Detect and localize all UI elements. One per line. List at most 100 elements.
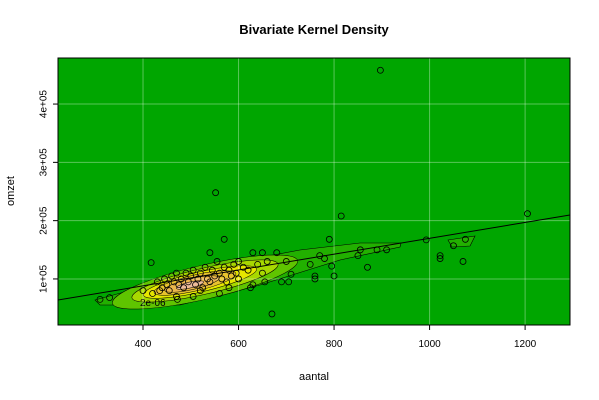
- data-point: [364, 263, 371, 271]
- data-point: [278, 278, 285, 286]
- data-point: [168, 272, 176, 280]
- data-point: [235, 275, 242, 283]
- data-point: [216, 269, 223, 277]
- data-point: [106, 294, 113, 302]
- data-point: [436, 255, 444, 262]
- data-point: [261, 278, 269, 286]
- data-point: [173, 269, 180, 277]
- data-point: [263, 258, 271, 265]
- data-point: [235, 258, 242, 265]
- data-point: [220, 235, 228, 243]
- data-point: [211, 272, 219, 280]
- plot-background: [58, 58, 570, 325]
- data-point: [174, 295, 181, 303]
- data-point: [254, 260, 262, 268]
- data-point: [163, 281, 171, 289]
- data-point: [306, 260, 314, 268]
- data-point: [287, 270, 295, 278]
- data-point: [206, 278, 214, 286]
- data-point: [206, 249, 214, 257]
- data-point: [321, 255, 328, 262]
- x-tick-label: 1000: [418, 339, 441, 350]
- data-point: [232, 269, 240, 277]
- data-point: [196, 269, 204, 277]
- data-point: [175, 281, 183, 289]
- data-point: [244, 266, 252, 274]
- data-point: [227, 272, 235, 280]
- data-point: [147, 259, 155, 267]
- data-point: [180, 284, 188, 292]
- y-tick-label: 3e+05: [39, 148, 50, 177]
- data-point: [156, 287, 164, 295]
- density-layer: 2e-06: [94, 235, 476, 310]
- trend-line: [58, 214, 570, 301]
- plot-border: [57, 57, 571, 326]
- data-point: [149, 290, 156, 297]
- x-tick-label: 400: [135, 339, 152, 350]
- data-point: [462, 235, 469, 243]
- data-point: [311, 272, 319, 280]
- data-point: [213, 258, 221, 265]
- data-point: [196, 287, 204, 295]
- data-point: [182, 269, 190, 277]
- data-point: [153, 278, 161, 286]
- data-point: [273, 249, 281, 257]
- data-point: [259, 249, 266, 257]
- data-point: [230, 260, 238, 268]
- data-point: [189, 293, 197, 300]
- x-tick-label: 1200: [514, 339, 537, 350]
- y-tick-label: 1e+05: [39, 264, 50, 293]
- x-tick-label: 600: [230, 339, 247, 350]
- data-point: [187, 272, 195, 280]
- density-contour: [176, 280, 204, 290]
- data-point: [194, 275, 202, 283]
- data-point: [356, 246, 364, 254]
- data-point: [223, 278, 230, 286]
- data-point: [325, 235, 333, 243]
- x-axis-label: aantal: [299, 371, 329, 383]
- data-point: [208, 266, 216, 274]
- data-point: [268, 310, 276, 318]
- data-point: [165, 287, 173, 295]
- data-point: [436, 252, 444, 260]
- data-point: [220, 263, 228, 271]
- data-point: [225, 266, 233, 274]
- data-point: [192, 281, 199, 289]
- data-point: [376, 66, 384, 74]
- data-point: [459, 258, 467, 265]
- contour-label: 2e-06: [140, 298, 166, 309]
- data-point: [225, 284, 233, 292]
- data-point: [249, 249, 257, 257]
- data-point: [311, 275, 319, 283]
- data-point: [212, 189, 220, 197]
- data-point: [383, 246, 390, 254]
- data-point: [354, 252, 362, 260]
- data-point: [201, 263, 209, 271]
- data-point: [177, 275, 185, 283]
- data-point: [373, 246, 381, 254]
- data-point: [184, 278, 192, 286]
- data-point: [422, 236, 430, 244]
- data-point: [328, 262, 336, 270]
- chart-title: Bivariate Kernel Density: [239, 22, 389, 37]
- y-axis-label: omzet: [5, 176, 17, 206]
- data-point: [450, 242, 457, 250]
- data-point: [285, 278, 293, 286]
- data-point: [259, 269, 266, 277]
- data-point: [316, 252, 324, 260]
- data-point: [161, 275, 168, 283]
- data-point: [282, 258, 290, 265]
- data-point: [337, 212, 345, 220]
- data-point: [239, 263, 247, 271]
- data-point: [96, 295, 104, 303]
- data-point: [139, 287, 147, 295]
- data-point: [189, 266, 197, 274]
- data-point: [249, 281, 257, 289]
- data-point: [524, 210, 531, 218]
- data-point: [218, 275, 226, 283]
- data-point: [330, 272, 338, 280]
- y-tick-label: 2e+05: [39, 206, 50, 235]
- x-tick-label: 800: [326, 339, 343, 350]
- data-point: [173, 293, 180, 300]
